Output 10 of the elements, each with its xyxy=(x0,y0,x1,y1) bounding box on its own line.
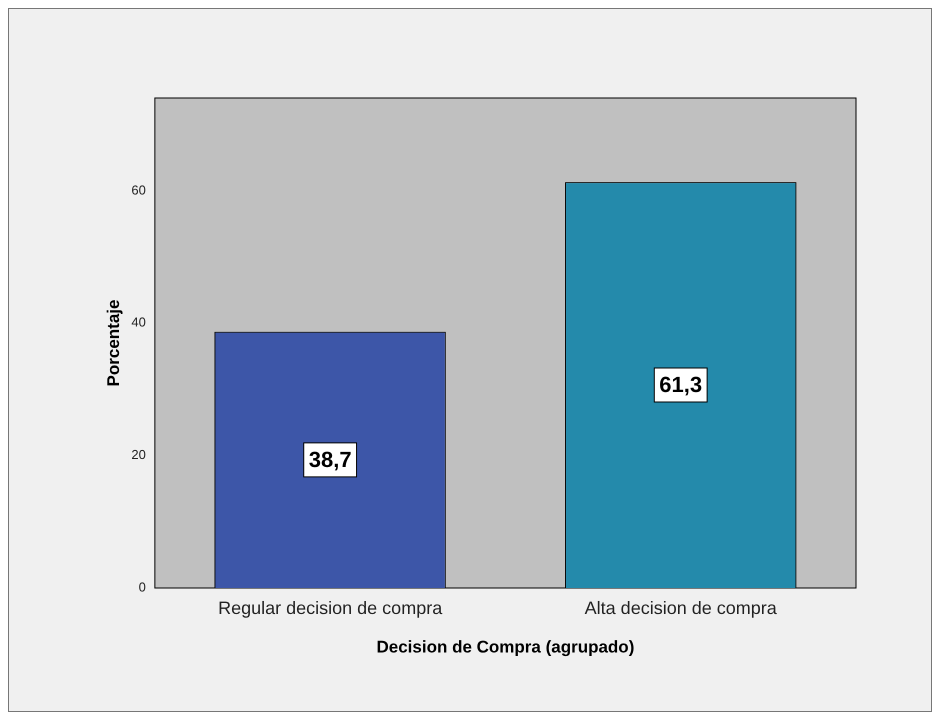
data-label: 61,3 xyxy=(659,372,702,398)
x-tick-label: Regular decision de compra xyxy=(218,598,444,618)
x-tick-label: Alta decision de compra xyxy=(584,598,778,618)
y-tick-label: 0 xyxy=(138,580,146,595)
y-tick-label: 40 xyxy=(131,314,146,330)
y-tick-label: 60 xyxy=(131,182,146,198)
y-axis-title: Porcentaje xyxy=(104,300,123,386)
x-axis-title: Decision de Compra (agrupado) xyxy=(376,637,634,656)
data-label: 38,7 xyxy=(308,446,352,472)
y-tick-label: 20 xyxy=(131,447,146,462)
